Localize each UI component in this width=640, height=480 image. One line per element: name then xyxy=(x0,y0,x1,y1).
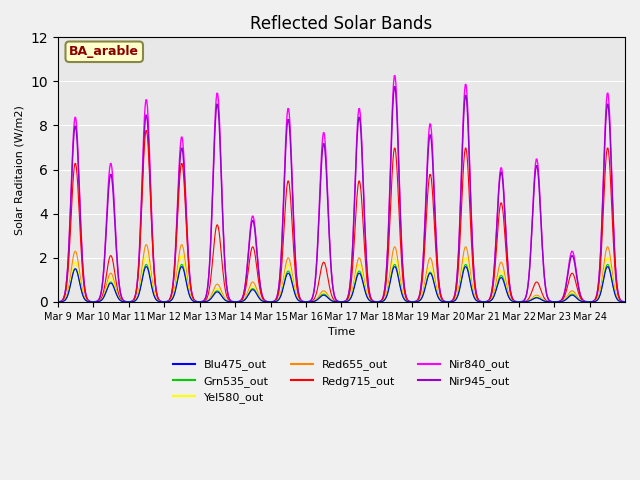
Text: BA_arable: BA_arable xyxy=(69,45,140,58)
Legend: Blu475_out, Grn535_out, Yel580_out, Red655_out, Redg715_out, Nir840_out, Nir945_: Blu475_out, Grn535_out, Yel580_out, Red6… xyxy=(168,355,515,408)
Title: Reflected Solar Bands: Reflected Solar Bands xyxy=(250,15,433,33)
X-axis label: Time: Time xyxy=(328,327,355,337)
Y-axis label: Solar Raditaion (W/m2): Solar Raditaion (W/m2) xyxy=(15,105,25,235)
